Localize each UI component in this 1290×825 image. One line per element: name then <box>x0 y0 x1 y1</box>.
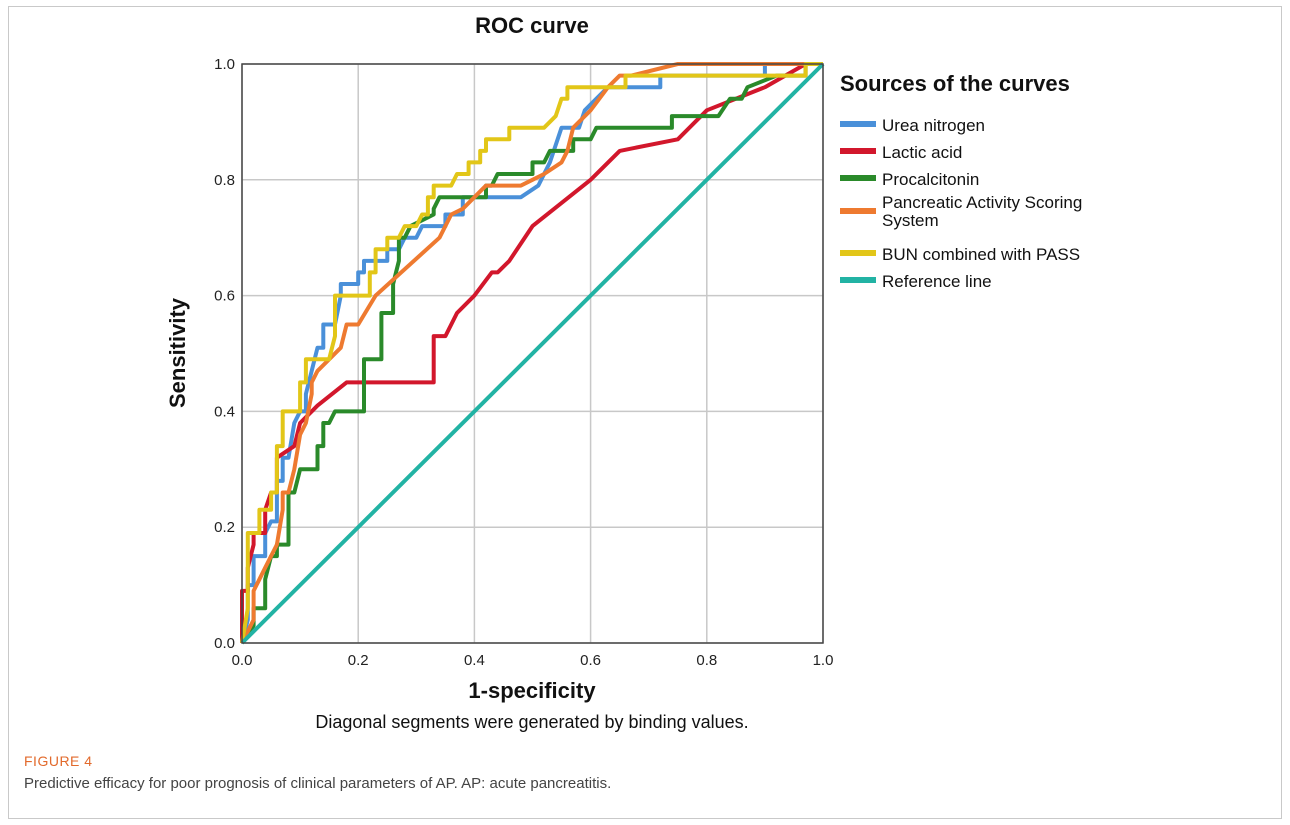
legend-title: Sources of the curves <box>840 71 1070 96</box>
chart-title: ROC curve <box>475 13 589 38</box>
figure-caption-text: Predictive efficacy for poor prognosis o… <box>24 775 612 792</box>
x-tick-label: 0.4 <box>464 652 485 669</box>
legend-label: BUN combined with PASS <box>882 245 1080 264</box>
y-tick-label: 0.2 <box>214 519 235 536</box>
y-tick-label: 0.0 <box>214 635 235 652</box>
legend-swatch <box>840 208 876 214</box>
series-line-pancreatic-activity-scoring-system <box>240 62 823 644</box>
figure-label: FIGURE 4 <box>24 753 93 769</box>
figure-frame <box>8 6 1282 819</box>
roc-chart: 0.00.0 0.2 0.2 0.4 0.4 0.6 0.6 0.8 0.8 1.0 1.0 ROC… <box>165 13 1082 732</box>
x-tick-label: 1.0 <box>813 652 834 669</box>
series-line-procalcitonin <box>240 64 808 645</box>
y-tick-label: 0.6 <box>214 288 235 305</box>
y-tick-label: 1.0 <box>214 56 235 73</box>
chart-legend: Sources of the curves Urea nitrogen Lacti… <box>840 71 1082 291</box>
chart-footnote: Diagonal segments were generated by bind… <box>315 712 748 732</box>
legend-label: Procalcitonin <box>882 170 979 189</box>
x-tick-label: 0.8 <box>696 652 717 669</box>
legend-swatch <box>840 277 876 283</box>
series-line-bun-combined-with-pass <box>240 62 823 644</box>
y-axis-title: Sensitivity <box>165 297 190 408</box>
x-tick-label: 0.2 <box>348 652 369 669</box>
axis-ticks: 0.00.0 0.2 0.2 0.4 0.4 0.6 0.6 0.8 0.8 1.0 1.0 <box>214 56 833 669</box>
series-lines <box>240 62 825 645</box>
legend-swatch <box>840 175 876 181</box>
x-tick-label: 0.0 <box>232 652 253 669</box>
legend-swatch <box>840 148 876 154</box>
figure-caption: FIGURE 4 Predictive efficacy for poor pr… <box>24 753 1264 792</box>
legend-label: Urea nitrogen <box>882 116 985 135</box>
series-line-reference-line <box>240 62 825 645</box>
legend-label: Pancreatic Activity Scoring System <box>882 193 1082 230</box>
legend-swatch <box>840 121 876 127</box>
x-tick-label: 0.6 <box>580 652 601 669</box>
y-tick-label: 0.8 <box>214 172 235 189</box>
plot-area-frame <box>241 63 824 644</box>
legend-label: Lactic acid <box>882 143 962 162</box>
x-axis-title: 1-specificity <box>468 678 596 703</box>
legend-swatch <box>840 250 876 256</box>
y-tick-label: 0.4 <box>214 403 235 420</box>
legend-label: Reference line <box>882 272 992 291</box>
